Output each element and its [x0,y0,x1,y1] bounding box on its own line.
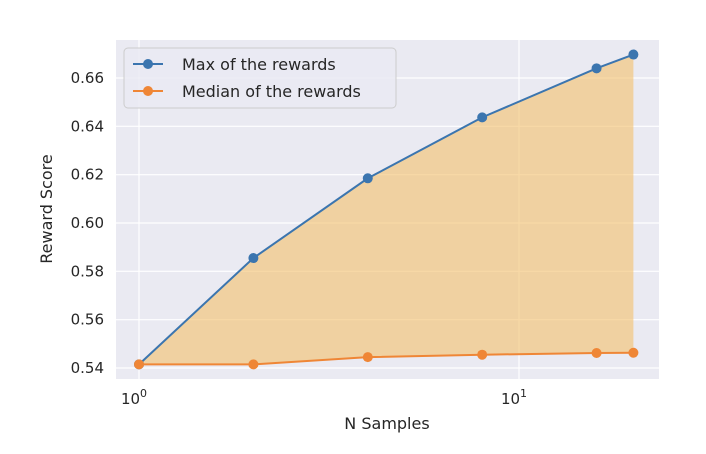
legend-item-median: Median of the rewards [133,82,361,101]
series-1-point [477,349,488,360]
x-axis-title: N Samples [344,414,429,433]
legend-label-median: Median of the rewards [182,82,361,101]
legend-item-max: Max of the rewards [133,55,336,74]
y-tick-label: 0.66 [71,69,104,87]
y-tick-label: 0.60 [71,214,104,232]
y-axis-title: Reward Score [37,154,56,263]
legend-marker-max [143,59,153,69]
legend: Max of the rewards Median of the rewards [123,47,397,109]
x-tick-label: 101 [501,387,527,408]
y-tick-label: 0.54 [71,359,104,377]
legend-box [123,47,397,109]
y-tick-label: 0.56 [71,311,104,329]
series-layer [134,49,639,370]
legend-label-max: Max of the rewards [182,55,336,74]
y-tick-label: 0.58 [71,262,104,280]
y-tick-label: 0.64 [71,117,104,135]
series-0-point [591,63,602,74]
series-line-1 [139,351,634,366]
y-tick-label: 0.62 [71,166,104,184]
fill-between-area [139,54,634,365]
x-tick-labels: 100 101 [121,387,527,408]
series-line-0 [138,53,634,366]
series-1-point [628,347,639,358]
series-1-point [591,348,602,359]
series-0-point [362,173,373,184]
legend-marker-median [143,86,153,96]
y-tick-labels: 0.54 0.56 0.58 0.60 0.62 0.64 0.66 [71,69,104,377]
series-1-point [248,359,259,370]
series-0-point [248,253,259,264]
series-0-point [628,49,639,60]
series-1-point [362,352,373,363]
series-1-point [134,359,144,370]
x-tick-label: 100 [121,387,147,408]
series-0-point [477,112,488,123]
